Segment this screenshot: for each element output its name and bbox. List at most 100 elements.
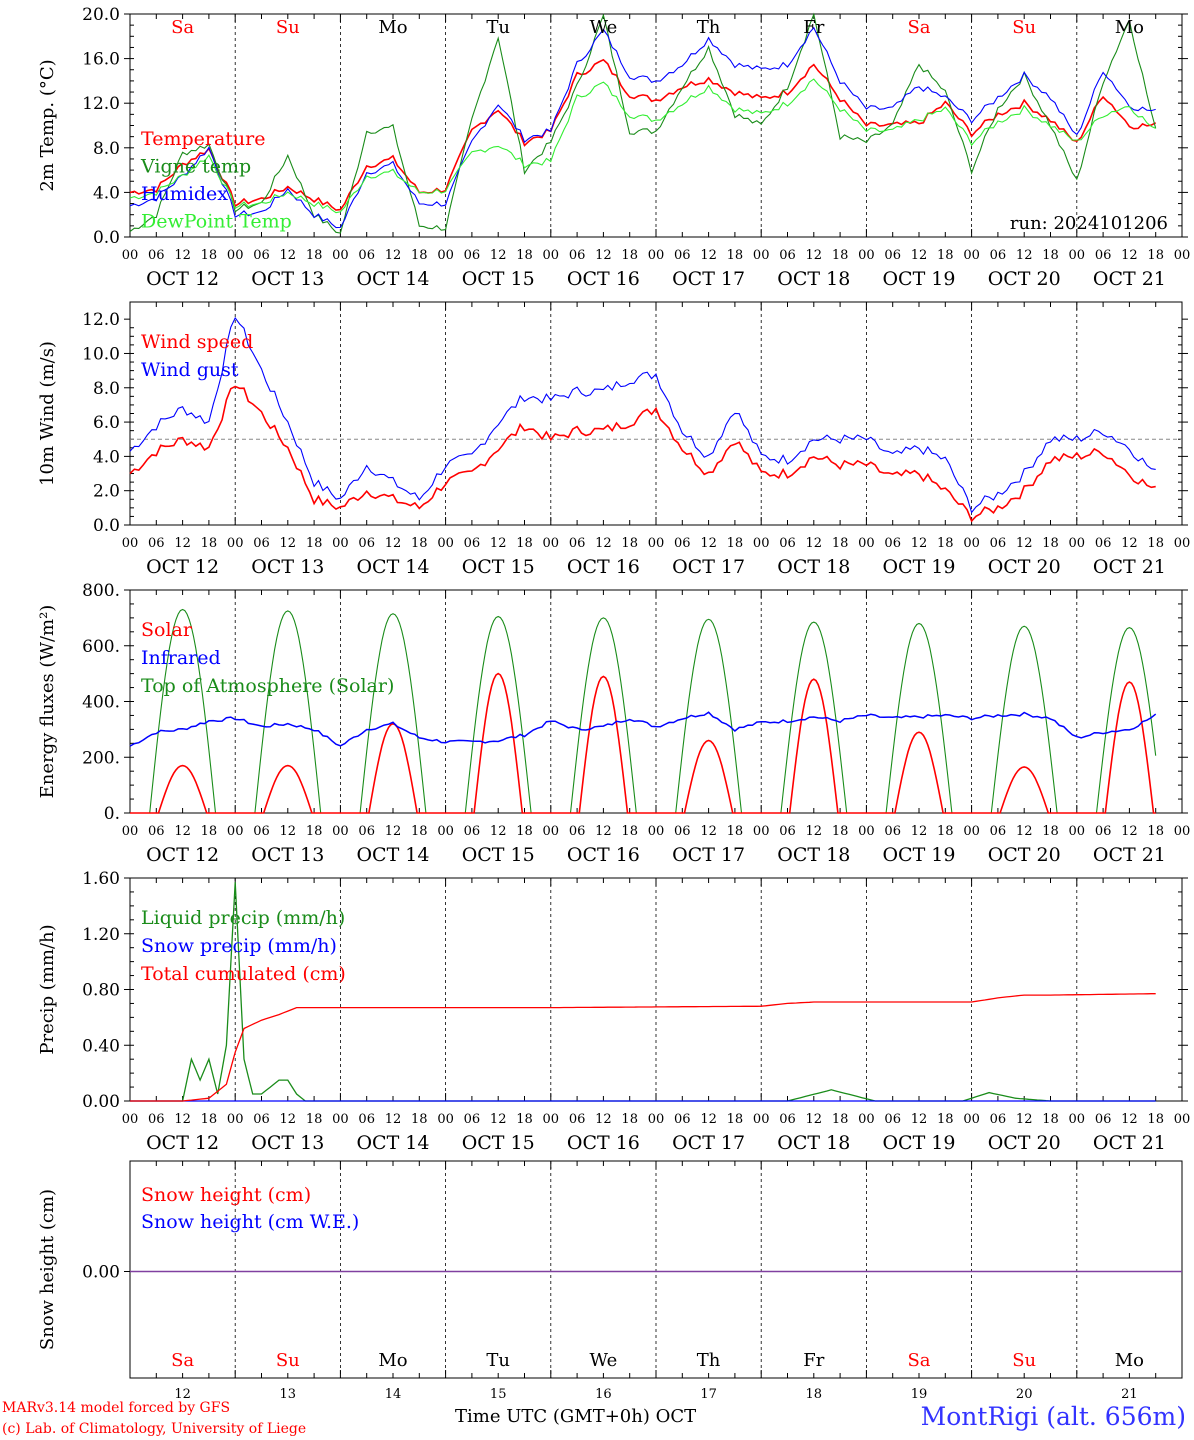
day-label: OCT 19 <box>882 844 955 866</box>
hour-tick-label: 18 <box>937 536 954 551</box>
hour-tick-label: 18 <box>516 1112 533 1127</box>
day-label: OCT 15 <box>462 844 535 866</box>
hour-tick-label: 12 <box>911 1112 928 1127</box>
hour-tick-label: 12 <box>595 536 612 551</box>
hour-tick-label: 18 <box>201 824 218 839</box>
hour-tick-label: 18 <box>727 824 744 839</box>
day-label: OCT 14 <box>356 1132 429 1154</box>
y-axis-label: Snow height (cm) <box>37 1189 58 1350</box>
hour-tick-label: 06 <box>253 536 270 551</box>
hour-tick-label: 12 <box>490 248 507 263</box>
y-tick-label: 1.60 <box>82 869 120 889</box>
hour-tick-label: 06 <box>990 536 1007 551</box>
legend-entry: DewPoint Temp <box>141 211 292 233</box>
hour-tick-label: 00 <box>437 824 454 839</box>
hour-tick-label: 00 <box>1174 248 1191 263</box>
hour-tick-label: 18 <box>937 824 954 839</box>
hour-tick-label: 18 <box>306 824 323 839</box>
hour-tick-label: 00 <box>1069 536 1086 551</box>
hour-tick-label: 00 <box>753 824 770 839</box>
hour-tick-label: 12 <box>174 248 191 263</box>
hour-tick-label: 00 <box>543 248 560 263</box>
hour-tick-label: 12 <box>700 536 717 551</box>
hour-tick-label: 12 <box>595 248 612 263</box>
hour-tick-label: 18 <box>1042 536 1059 551</box>
day-label: OCT 12 <box>146 1132 219 1154</box>
day-label: OCT 12 <box>146 844 219 866</box>
hour-tick-label: 06 <box>779 248 796 263</box>
weekday-label-bottom: We <box>590 1350 618 1371</box>
hour-tick-label: 00 <box>963 824 980 839</box>
day-label: OCT 13 <box>251 268 324 290</box>
day-label: OCT 16 <box>567 844 640 866</box>
hour-tick-label: 18 <box>621 824 638 839</box>
hour-tick-label: 00 <box>437 536 454 551</box>
hour-tick-label: 18 <box>727 248 744 263</box>
hour-tick-label: 12 <box>280 1112 297 1127</box>
hour-tick-label: 18 <box>201 1112 218 1127</box>
hour-tick-label: 18 <box>411 248 428 263</box>
weekday-label-bottom: Mo <box>1115 1350 1144 1371</box>
y-axis-label: 10m Wind (m/s) <box>37 341 58 486</box>
day-label: OCT 12 <box>146 556 219 578</box>
legend-entry: Snow height (cm) <box>141 1184 311 1206</box>
hour-tick-label: 00 <box>122 1112 139 1127</box>
hour-tick-label: 06 <box>253 824 270 839</box>
legend-entry: Solar <box>141 619 193 641</box>
hour-tick-label: 18 <box>727 1112 744 1127</box>
day-label: OCT 13 <box>251 844 324 866</box>
hour-tick-label: 00 <box>1069 824 1086 839</box>
hour-tick-label: 00 <box>332 1112 349 1127</box>
day-number-label: 21 <box>1121 1387 1138 1402</box>
hour-tick-label: 18 <box>727 536 744 551</box>
y-tick-label: 4.0 <box>93 447 120 467</box>
hour-tick-label: 18 <box>832 1112 849 1127</box>
hour-tick-label: 00 <box>332 824 349 839</box>
hour-tick-label: 00 <box>437 248 454 263</box>
legend-entry: Humidex <box>141 183 228 205</box>
hour-tick-label: 18 <box>1147 248 1164 263</box>
day-label: OCT 18 <box>777 844 850 866</box>
weekday-label-top: Su <box>276 17 300 38</box>
legend-entry: Liquid precip (mm/h) <box>141 907 345 929</box>
hour-tick-label: 12 <box>806 536 823 551</box>
hour-tick-label: 06 <box>884 1112 901 1127</box>
day-label: OCT 19 <box>882 1132 955 1154</box>
hour-tick-label: 12 <box>700 1112 717 1127</box>
hour-tick-label: 06 <box>674 536 691 551</box>
hour-tick-label: 12 <box>280 536 297 551</box>
day-label: OCT 14 <box>356 268 429 290</box>
hour-tick-label: 06 <box>358 824 375 839</box>
hour-tick-label: 18 <box>516 536 533 551</box>
hour-tick-label: 18 <box>411 1112 428 1127</box>
weekday-label-bottom: Su <box>276 1350 300 1371</box>
hour-tick-label: 18 <box>621 1112 638 1127</box>
hour-tick-label: 12 <box>385 536 402 551</box>
legend-entry: Snow height (cm W.E.) <box>141 1211 359 1233</box>
hour-tick-label: 00 <box>753 536 770 551</box>
hour-tick-label: 06 <box>148 1112 165 1127</box>
day-label: OCT 18 <box>777 1132 850 1154</box>
hour-tick-label: 18 <box>306 536 323 551</box>
series-line-wind <box>129 385 1156 523</box>
day-label: OCT 21 <box>1093 1132 1166 1154</box>
hour-tick-label: 00 <box>1069 248 1086 263</box>
hour-tick-label: 12 <box>911 536 928 551</box>
y-tick-label: 2.0 <box>93 482 120 502</box>
hour-tick-label: 18 <box>306 1112 323 1127</box>
day-label: OCT 14 <box>356 844 429 866</box>
hour-tick-label: 18 <box>201 536 218 551</box>
hour-tick-label: 18 <box>306 248 323 263</box>
day-number-label: 15 <box>490 1387 507 1402</box>
hour-tick-label: 12 <box>700 248 717 263</box>
hour-tick-label: 18 <box>832 248 849 263</box>
hour-tick-label: 12 <box>595 1112 612 1127</box>
day-label: OCT 15 <box>462 1132 535 1154</box>
day-label: OCT 17 <box>672 844 745 866</box>
weekday-label-top: Mo <box>1115 17 1144 38</box>
day-label: OCT 17 <box>672 268 745 290</box>
hour-tick-label: 12 <box>1016 248 1033 263</box>
infrared-line <box>129 711 1157 747</box>
y-tick-label: 12.0 <box>82 94 120 114</box>
